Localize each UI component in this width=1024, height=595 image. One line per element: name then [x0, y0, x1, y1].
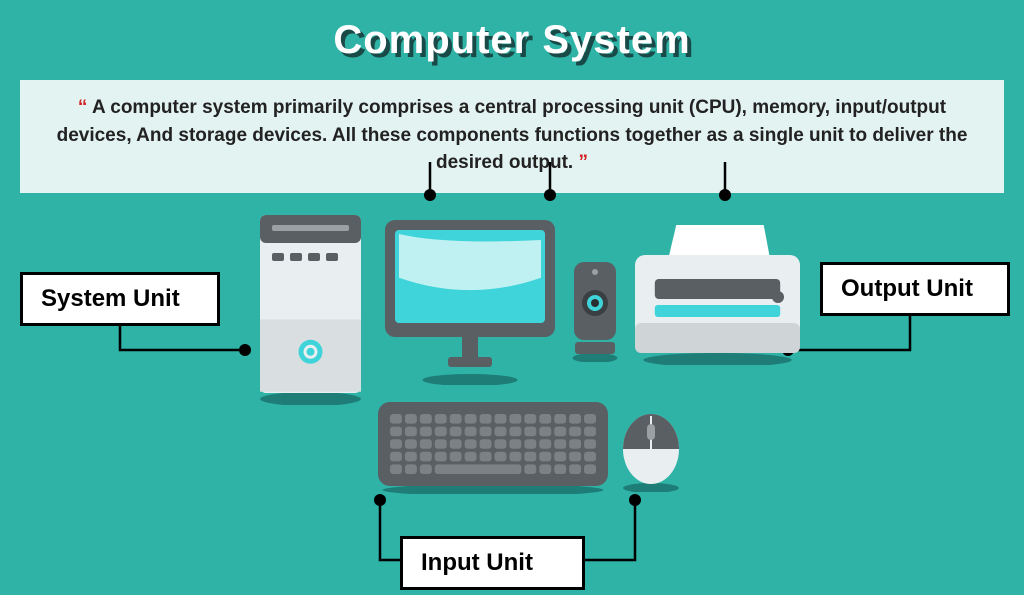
description-text: A computer system primarily comprises a … [57, 97, 968, 173]
page-title: Computer System [0, 18, 1024, 63]
printer-icon [635, 225, 800, 365]
monitor-icon [385, 220, 555, 385]
infographic-canvas: Computer System “ A computer system prim… [0, 0, 1024, 595]
label-output-unit: Output Unit [820, 262, 1010, 316]
system-tower-icon [258, 215, 363, 405]
mouse-icon [620, 410, 682, 492]
webcam-icon [570, 262, 620, 362]
label-system-unit: System Unit [20, 272, 220, 326]
label-input-unit: Input Unit [400, 536, 585, 590]
open-quote: “ [78, 97, 88, 118]
description-box: “ A computer system primarily comprises … [20, 80, 1004, 193]
keyboard-icon [378, 402, 608, 494]
close-quote: ” [579, 152, 589, 173]
